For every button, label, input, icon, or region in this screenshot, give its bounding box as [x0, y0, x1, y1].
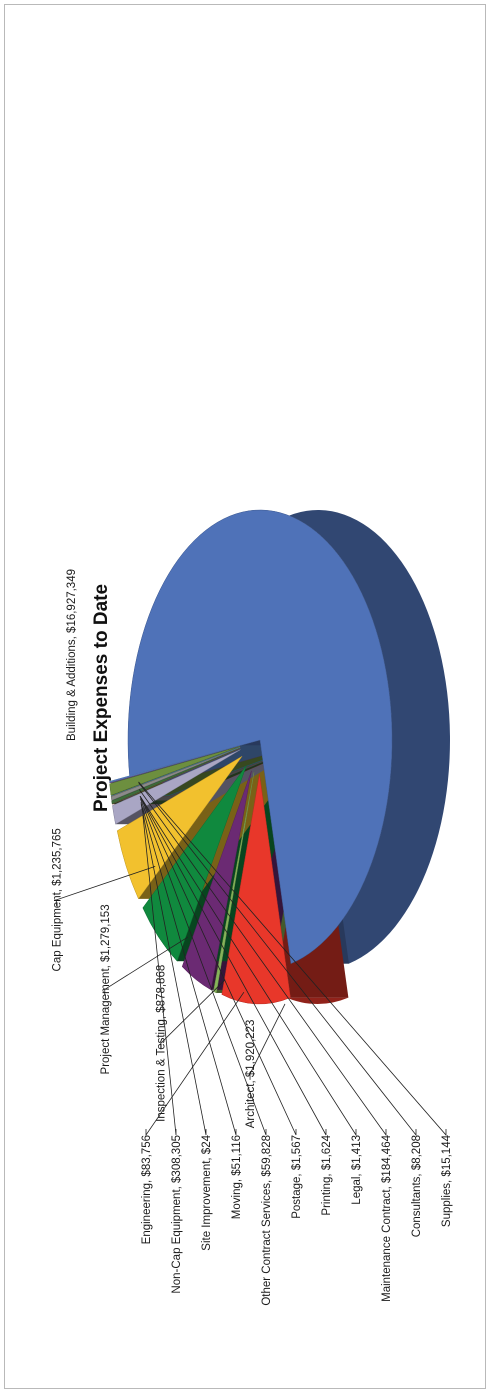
slice-cap-equipment	[116, 756, 243, 900]
leader-line	[139, 796, 297, 1136]
slice-legal	[110, 746, 241, 797]
slice-supplies	[109, 745, 240, 783]
leader-line	[142, 814, 177, 1136]
leader-line	[55, 865, 156, 906]
data-label-consultants: Consultants, $8,208	[411, 1135, 423, 1237]
data-label-moving: Moving, $51,116	[231, 1135, 243, 1219]
data-label-printing: Printing, $1,624	[321, 1134, 333, 1215]
chart-title: Project Expenses to Date	[91, 584, 112, 812]
data-label-site-improvement: Site Improvement, $24	[201, 1134, 213, 1250]
leader-line	[160, 979, 226, 1050]
leader-line	[249, 1003, 286, 1080]
data-label-engineering: Engineering, $83,756	[141, 1135, 153, 1244]
data-label-postage: Postage, $1,567	[291, 1135, 303, 1219]
data-label-inspection-testing: Inspection & Testing, $878,868	[156, 965, 168, 1122]
data-label-non-cap-equipment: Non-Cap Equipment, $308,305	[171, 1135, 183, 1294]
data-label-supplies: Supplies, $15,144	[441, 1134, 453, 1227]
leader-line	[138, 781, 447, 1137]
data-label-legal: Legal, $1,413	[351, 1135, 363, 1205]
slice-maintenance-contract	[109, 746, 241, 796]
leader-line	[139, 795, 357, 1137]
data-label-other-contract-services: Other Contract Services, $59,828	[261, 1135, 273, 1306]
leader-line	[140, 804, 207, 1136]
leader-line	[145, 991, 245, 1137]
data-label-project-management: Project Management, $1,279,153	[100, 904, 112, 1074]
leader-line	[140, 802, 237, 1136]
pie-slices	[109, 509, 450, 1005]
leader-line	[139, 796, 327, 1136]
slice-building-additions	[127, 509, 393, 964]
leader-line	[138, 782, 417, 1137]
data-label-building-additions: Building & Additions, $16,927,349	[66, 569, 78, 741]
leader-line	[138, 789, 387, 1137]
slice-project-management	[142, 765, 247, 962]
slice-inspection-testing	[181, 770, 252, 991]
data-label-maintenance-contract: Maintenance Contract, $184,464	[381, 1134, 393, 1301]
data-label-cap-equipment: Cap Equipment, $1,235,765	[51, 828, 63, 971]
data-labels: Building & Additions, $16,927,349 Archite…	[51, 569, 453, 1306]
data-label-architect: Architect, $1,920,223	[245, 1020, 257, 1129]
leader-line	[104, 936, 188, 996]
leader-line	[140, 798, 267, 1136]
slice-moving	[111, 747, 241, 805]
